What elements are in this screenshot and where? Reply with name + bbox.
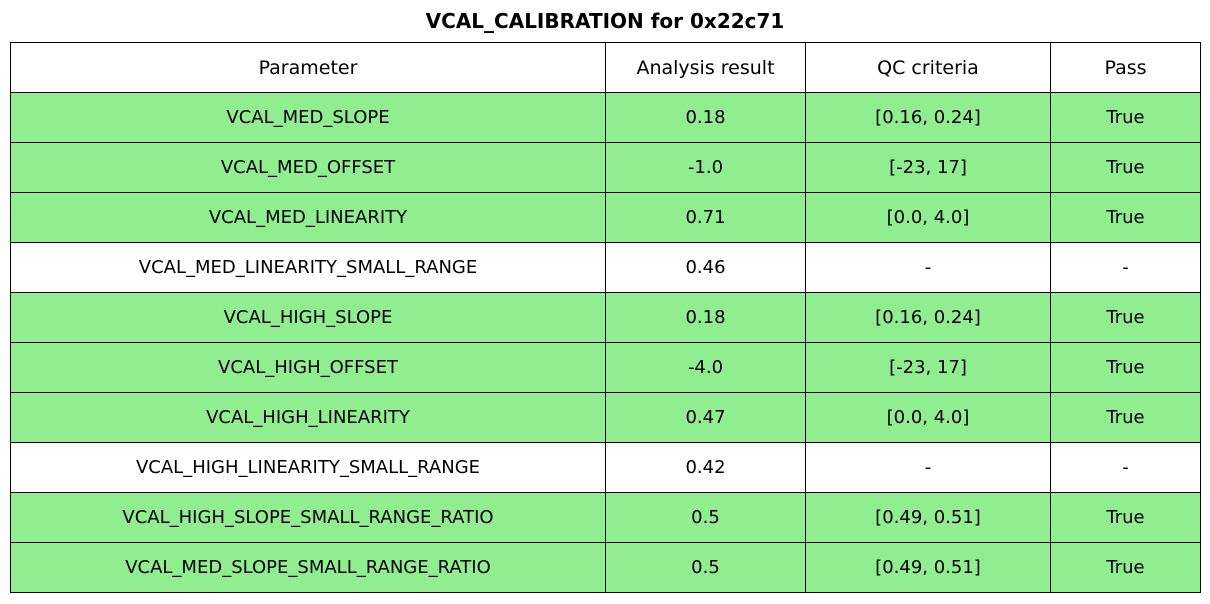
qc-criteria-cell: [0.16, 0.24] [805, 292, 1051, 343]
analysis-result-cell: 0.18 [605, 292, 806, 343]
table-row: VCAL_HIGH_OFFSET -4.0 [-23, 17] True [10, 342, 1201, 393]
pass-cell: True [1050, 542, 1201, 593]
qc-criteria-cell: - [805, 442, 1051, 493]
column-header-qc-criteria: QC criteria [805, 42, 1051, 93]
qc-criteria-cell: [0.16, 0.24] [805, 92, 1051, 143]
table-body: VCAL_MED_SLOPE 0.18 [0.16, 0.24] True VCAL_M… [10, 92, 1201, 593]
qc-criteria-cell: [-23, 17] [805, 342, 1051, 393]
table-row: VCAL_HIGH_LINEARITY_SMALL_RANGE 0.42- - [10, 442, 1201, 493]
pass-cell: True [1050, 192, 1201, 243]
analysis-result-cell: -1.0 [605, 142, 806, 193]
table-row: VCAL_HIGH_LINEARITY 0.47 [0.0, 4.0] True [10, 392, 1201, 443]
qc-criteria-cell: - [805, 242, 1051, 293]
qc-criteria-cell: [0.49, 0.51] [805, 542, 1051, 593]
qc-criteria-cell: [0.49, 0.51] [805, 492, 1051, 543]
analysis-result-cell: 0.5 [605, 492, 806, 543]
analysis-result-cell: 0.42 [605, 442, 806, 493]
table-row: VCAL_MED_LINEARITY_SMALL_RANGE 0.46- - [10, 242, 1201, 293]
table-row: VCAL_HIGH_SLOPE 0.18 [0.16, 0.24] True [10, 292, 1201, 343]
analysis-result-cell: 0.47 [605, 392, 806, 443]
parameter-cell: VCAL_MED_SLOPE_SMALL_RANGE_RATIO [10, 542, 606, 593]
pass-cell: - [1050, 242, 1201, 293]
table-row: VCAL_MED_SLOPE 0.18 [0.16, 0.24] True [10, 92, 1201, 143]
table-row: VCAL_MED_SLOPE_SMALL_RANGE_RATIO 0.5 [0.49… [10, 542, 1201, 593]
pass-cell: True [1050, 92, 1201, 143]
parameter-cell: VCAL_HIGH_LINEARITY_SMALL_RANGE [10, 442, 606, 493]
figure-title: VCAL_CALIBRATION for 0x22c71 [425, 9, 785, 33]
table-header: Parameter Analysis result QC criteria Pa… [10, 42, 1201, 93]
parameter-cell: VCAL_HIGH_LINEARITY [10, 392, 606, 443]
column-header-parameter: Parameter [10, 42, 606, 93]
pass-cell: True [1050, 292, 1201, 343]
table-row: VCAL_MED_LINEARITY 0.71 [0.0, 4.0] True [10, 192, 1201, 243]
column-header-pass: Pass [1050, 42, 1201, 93]
parameter-cell: VCAL_HIGH_SLOPE_SMALL_RANGE_RATIO [10, 492, 606, 543]
qc-criteria-cell: [0.0, 4.0] [805, 192, 1051, 243]
parameter-cell: VCAL_HIGH_OFFSET [10, 342, 606, 393]
analysis-result-cell: 0.71 [605, 192, 806, 243]
pass-cell: True [1050, 492, 1201, 543]
qc-criteria-cell: [-23, 17] [805, 142, 1051, 193]
analysis-result-cell: 0.5 [605, 542, 806, 593]
parameter-cell: VCAL_MED_LINEARITY_SMALL_RANGE [10, 242, 606, 293]
qc-criteria-cell: [0.0, 4.0] [805, 392, 1051, 443]
parameter-cell: VCAL_HIGH_SLOPE [10, 292, 606, 343]
parameter-cell: VCAL_MED_OFFSET [10, 142, 606, 193]
parameter-cell: VCAL_MED_SLOPE [10, 92, 606, 143]
pass-cell: True [1050, 392, 1201, 443]
analysis-result-cell: 0.18 [605, 92, 806, 143]
header-row: Parameter Analysis result QC criteria Pa… [10, 42, 1201, 93]
parameter-cell: VCAL_MED_LINEARITY [10, 192, 606, 243]
pass-cell: True [1050, 142, 1201, 193]
pass-cell: True [1050, 342, 1201, 393]
pass-cell: - [1050, 442, 1201, 493]
table-row: VCAL_HIGH_SLOPE_SMALL_RANGE_RATIO 0.5 [0.4… [10, 492, 1201, 543]
analysis-result-cell: 0.46 [605, 242, 806, 293]
qc-results-table: Parameter Analysis result QC criteria Pa… [10, 42, 1201, 593]
column-header-analysis-result: Analysis result [605, 42, 806, 93]
analysis-result-cell: -4.0 [605, 342, 806, 393]
table-row: VCAL_MED_OFFSET -1.0 [-23, 17] True [10, 142, 1201, 193]
